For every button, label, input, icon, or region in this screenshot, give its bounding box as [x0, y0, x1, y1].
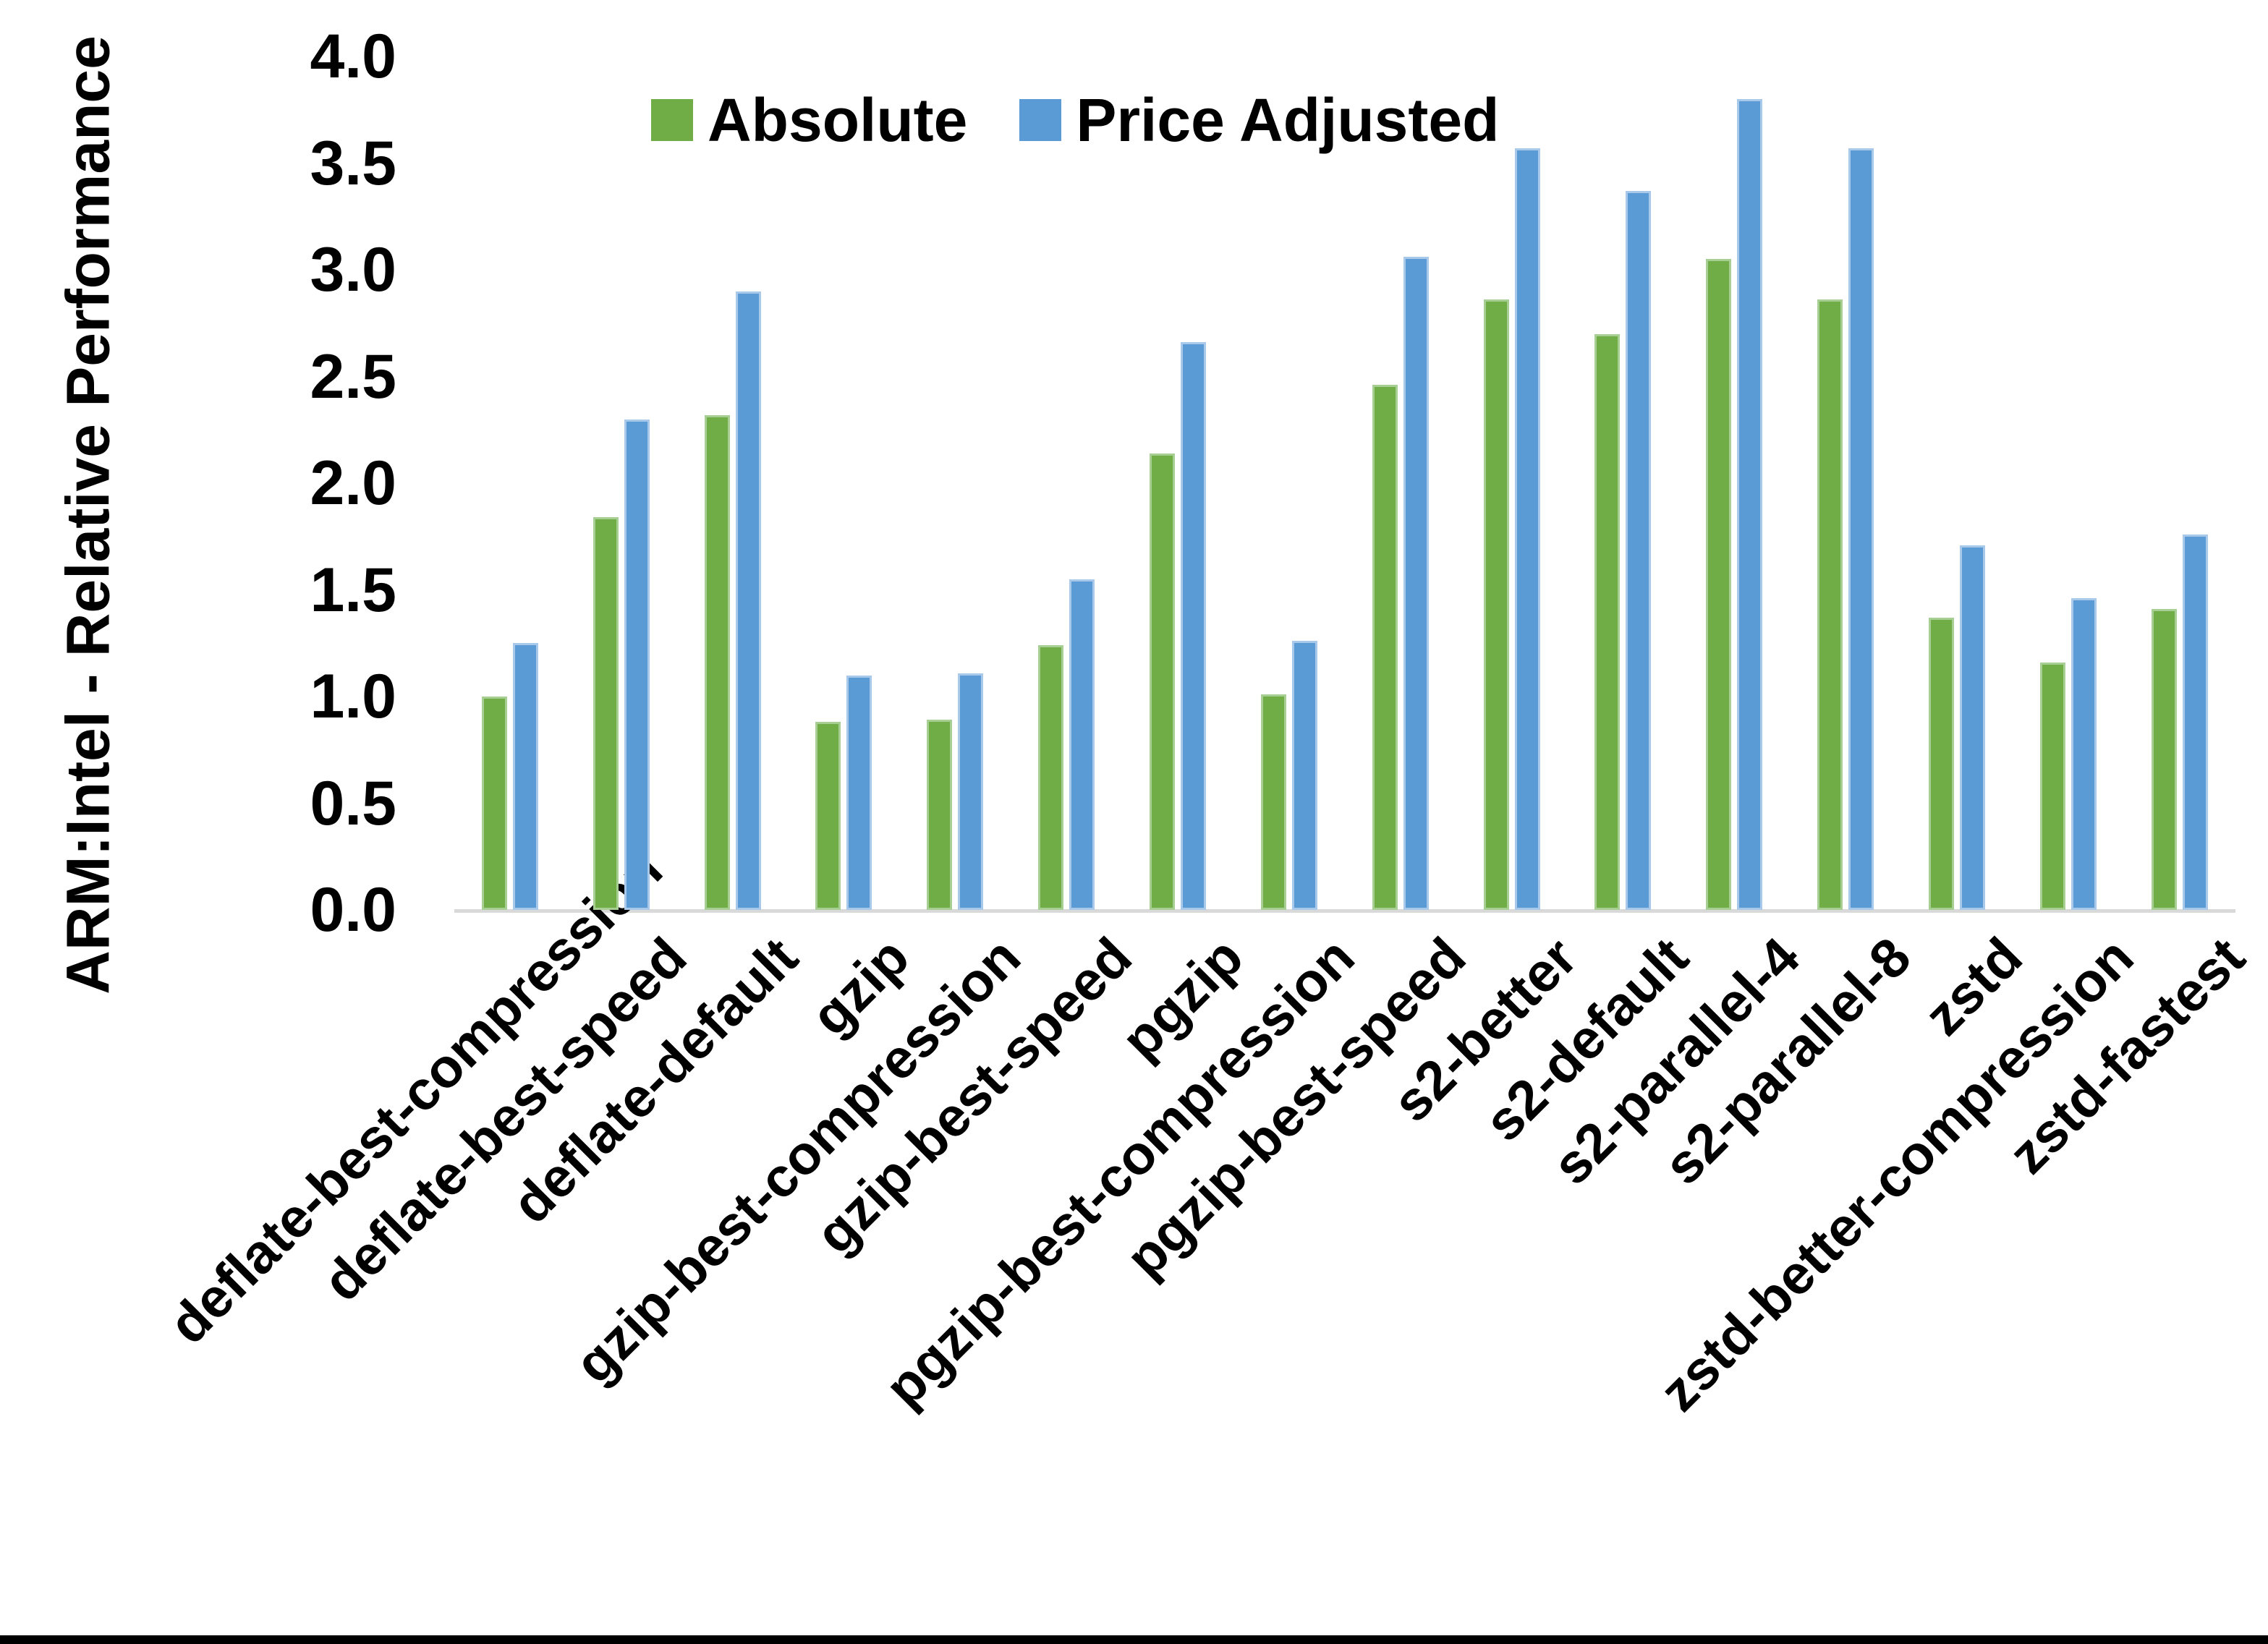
bar-price-adjusted — [1403, 257, 1429, 910]
bar-price-adjusted — [846, 675, 872, 910]
bar-absolute — [593, 517, 619, 910]
bar-price-adjusted — [1737, 99, 1763, 910]
bar-price-adjusted — [1181, 342, 1207, 910]
bar-price-adjusted — [1959, 545, 1985, 910]
bar-price-adjusted — [1848, 148, 1874, 910]
x-axis-line — [454, 909, 2235, 913]
bar-absolute — [1260, 694, 1286, 910]
bar-price-adjusted — [1626, 190, 1652, 910]
bar-price-adjusted — [2070, 598, 2097, 910]
bar-absolute — [1817, 299, 1843, 910]
bar-absolute — [1150, 453, 1176, 910]
bar-absolute — [1928, 617, 1954, 910]
bar-absolute — [927, 720, 953, 910]
bar-price-adjusted — [512, 643, 538, 910]
bar-absolute — [704, 414, 730, 910]
bottom-black-bar — [0, 1635, 2268, 1644]
bar-absolute — [1706, 259, 1732, 910]
y-tick-label: 2.5 — [310, 341, 396, 412]
y-tick-label: 3.0 — [310, 235, 396, 304]
y-tick-label: 2.0 — [310, 448, 396, 518]
bar-absolute — [2151, 609, 2177, 910]
legend-item-absolute: Absolute — [651, 85, 967, 156]
bar-absolute — [1483, 299, 1509, 910]
bar-absolute — [1594, 333, 1621, 910]
y-tick-label: 3.5 — [310, 128, 396, 198]
legend-swatch-absolute — [651, 99, 693, 141]
bar-price-adjusted — [1069, 579, 1095, 910]
bar-price-adjusted — [1514, 148, 1540, 910]
y-axis-title: ARM:Intel - Relative Performance — [54, 35, 122, 995]
bar-absolute — [481, 697, 507, 910]
bar-price-adjusted — [958, 673, 984, 910]
y-tick-label: 1.5 — [310, 555, 396, 625]
bar-absolute — [1372, 385, 1398, 910]
bar-absolute — [815, 722, 841, 910]
y-tick-label: 0.5 — [310, 768, 396, 838]
bar-price-adjusted — [735, 291, 761, 910]
y-tick-label: 0.0 — [310, 875, 396, 945]
bar-absolute — [1038, 645, 1064, 910]
bar-price-adjusted — [624, 419, 650, 910]
y-tick-label: 4.0 — [310, 22, 396, 91]
legend-label-absolute: Absolute — [708, 85, 968, 154]
y-tick-label: 1.0 — [310, 662, 396, 731]
legend: Absolute Price Adjusted — [651, 86, 1499, 154]
bar-absolute — [2039, 662, 2065, 910]
bar-price-adjusted — [1291, 641, 1317, 910]
bar-price-adjusted — [2182, 534, 2208, 910]
legend-label-price-adjusted: Price Adjusted — [1076, 85, 1500, 154]
legend-item-price-adjusted: Price Adjusted — [1019, 85, 1499, 156]
legend-swatch-price-adjusted — [1019, 99, 1062, 141]
